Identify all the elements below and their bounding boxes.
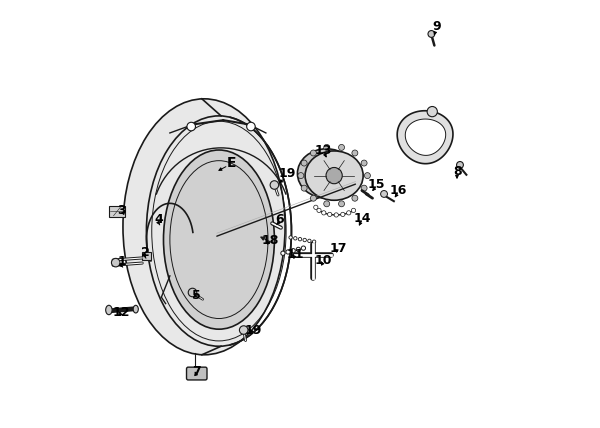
Text: 19: 19 xyxy=(278,167,296,180)
Text: 18: 18 xyxy=(262,234,279,247)
FancyBboxPatch shape xyxy=(187,367,207,380)
Circle shape xyxy=(291,249,295,253)
Circle shape xyxy=(352,208,356,213)
Text: 17: 17 xyxy=(329,242,347,255)
FancyBboxPatch shape xyxy=(142,252,151,260)
Ellipse shape xyxy=(298,149,355,198)
Circle shape xyxy=(347,211,351,215)
Circle shape xyxy=(247,122,255,131)
Text: 16: 16 xyxy=(389,184,407,197)
Circle shape xyxy=(298,172,304,178)
Circle shape xyxy=(338,144,344,150)
Ellipse shape xyxy=(305,151,363,200)
Circle shape xyxy=(187,122,196,131)
Text: 15: 15 xyxy=(368,178,386,190)
Circle shape xyxy=(314,205,318,209)
Circle shape xyxy=(310,195,316,201)
Text: E: E xyxy=(227,156,236,170)
Text: 12: 12 xyxy=(113,306,130,319)
Polygon shape xyxy=(397,111,453,163)
Circle shape xyxy=(301,160,307,166)
Circle shape xyxy=(301,185,307,191)
Circle shape xyxy=(324,201,330,207)
Circle shape xyxy=(352,150,358,156)
Circle shape xyxy=(361,160,367,166)
Circle shape xyxy=(328,212,332,217)
Circle shape xyxy=(313,240,316,244)
Text: 5: 5 xyxy=(193,288,201,302)
Text: 19: 19 xyxy=(244,324,262,336)
Text: 3: 3 xyxy=(118,204,126,217)
Circle shape xyxy=(334,213,338,217)
Circle shape xyxy=(296,247,301,252)
Circle shape xyxy=(301,246,305,250)
Circle shape xyxy=(303,238,307,242)
Circle shape xyxy=(380,190,388,197)
Circle shape xyxy=(188,288,197,297)
Circle shape xyxy=(338,201,344,207)
Circle shape xyxy=(286,250,290,254)
Text: 7: 7 xyxy=(193,366,201,378)
Circle shape xyxy=(239,326,248,334)
Circle shape xyxy=(341,212,345,217)
Circle shape xyxy=(112,259,120,267)
Circle shape xyxy=(322,211,326,215)
Circle shape xyxy=(361,185,367,191)
Circle shape xyxy=(428,30,435,37)
Circle shape xyxy=(289,236,292,239)
Text: 13: 13 xyxy=(315,143,332,157)
Ellipse shape xyxy=(133,305,139,313)
Circle shape xyxy=(310,150,316,156)
Circle shape xyxy=(324,144,330,150)
Circle shape xyxy=(298,238,302,241)
Ellipse shape xyxy=(106,305,112,315)
Circle shape xyxy=(364,172,370,178)
Ellipse shape xyxy=(123,99,285,355)
Ellipse shape xyxy=(163,150,274,329)
Circle shape xyxy=(326,167,342,184)
Text: 11: 11 xyxy=(287,248,304,261)
Circle shape xyxy=(270,181,278,189)
Circle shape xyxy=(293,237,297,240)
Circle shape xyxy=(317,208,321,213)
Circle shape xyxy=(281,251,285,256)
Text: 1: 1 xyxy=(118,255,126,268)
Text: 14: 14 xyxy=(353,212,371,225)
Text: 6: 6 xyxy=(275,213,284,226)
Text: 2: 2 xyxy=(141,246,150,259)
Text: 9: 9 xyxy=(432,20,441,33)
Circle shape xyxy=(427,107,437,117)
Polygon shape xyxy=(405,119,446,155)
Text: 8: 8 xyxy=(454,165,462,178)
Circle shape xyxy=(308,239,311,243)
FancyBboxPatch shape xyxy=(109,206,125,217)
Text: 10: 10 xyxy=(315,254,332,268)
Circle shape xyxy=(352,195,358,201)
Circle shape xyxy=(457,161,463,168)
Text: 4: 4 xyxy=(155,213,164,226)
